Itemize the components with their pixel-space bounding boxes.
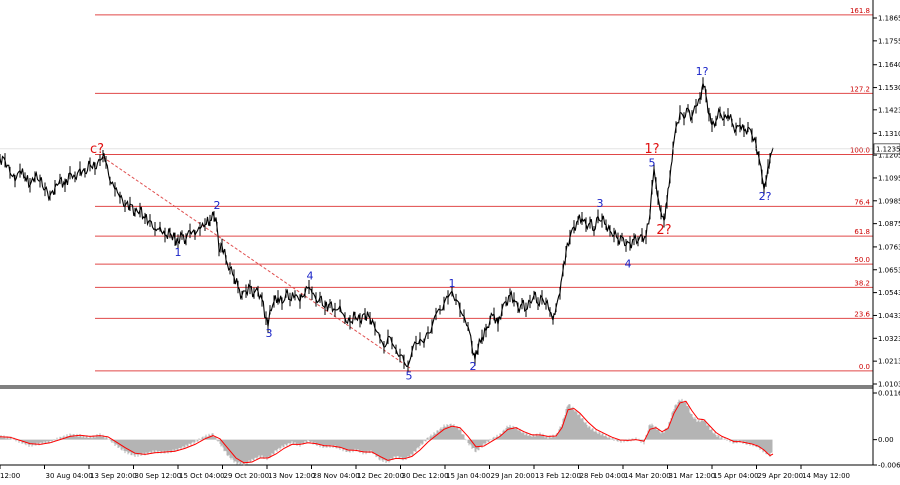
wave-label: 2?	[759, 190, 772, 203]
wave-label: 2?	[656, 223, 671, 238]
fib-label: 0.0	[859, 363, 870, 371]
price-tick-label: 1.1423	[878, 106, 900, 114]
signal-line	[0, 400, 774, 464]
price-tick-label: 1.0213	[878, 358, 900, 366]
time-tick-label: 15 Apr 04:00	[713, 472, 759, 480]
price-tick-label: 1.0543	[878, 289, 900, 297]
price-axis: 1.1865 1.1755 1.1640 1.1530 1.1423 1.1310 1.12…	[873, 15, 900, 389]
wave-label: 1	[175, 246, 182, 259]
price-tick-label: 1.0875	[878, 220, 900, 228]
wave-label: 5	[649, 157, 656, 170]
current-price-label: 1.1235	[876, 145, 900, 153]
price-tick-label: 1.1310	[878, 130, 900, 138]
fib-label: 100.0	[850, 146, 870, 154]
price-line	[0, 83, 774, 368]
price-tick-label: 1.1865	[878, 15, 900, 23]
price-tick-label: 1.0103	[878, 381, 900, 389]
fib-label: 76.4	[854, 198, 870, 206]
time-tick-label: 30 Sep 12:00	[135, 472, 182, 480]
time-tick-label: 13 Sep 20:00	[90, 472, 137, 480]
time-tick-label: 31 Mar 12:00	[669, 472, 716, 480]
price-tick-label: 1.0433	[878, 312, 900, 320]
price-tick-label: 1.0985	[878, 197, 900, 205]
wave-label: 1?	[644, 142, 659, 157]
price-tick-label: 1.1640	[878, 61, 900, 69]
current-price-box	[873, 143, 900, 155]
time-tick-label: 14 Mar 20:00	[624, 472, 671, 480]
price-tick-label: 1.1205	[878, 152, 900, 160]
oscillator-axis: 0.01168 0.00 -0.00635	[873, 390, 900, 470]
price-tick-label: 1.0653	[878, 266, 900, 274]
oscillator-panel	[0, 398, 774, 466]
price-series	[0, 77, 873, 372]
fibonacci-levels: 161.8 127.2 100.0 76.4 61.8 50.0 38.2 23.6 0.0	[95, 7, 873, 372]
time-tick-label: 29 Oct 20:00	[224, 472, 270, 480]
time-tick-label: 13 Nov 12:00	[268, 472, 315, 480]
time-tick-label: 30 Aug 04:00	[46, 472, 93, 480]
fib-label: 38.2	[854, 279, 870, 287]
wave-label: c?	[90, 142, 104, 157]
price-tick-label: 1.1095	[878, 174, 900, 182]
time-tick-label: 14 May 12:00	[802, 472, 850, 480]
price-tick-label: 1.1530	[878, 84, 900, 92]
time-tick-label: 15 Oct 04:00	[179, 472, 225, 480]
wave-label: 2	[470, 360, 477, 373]
fib-label: 50.0	[854, 256, 870, 264]
time-tick-label: 30 Dec 12:00	[402, 472, 449, 480]
fib-label: 23.6	[854, 310, 870, 318]
wave-label: 3	[597, 197, 604, 210]
dashed-trend-line	[102, 156, 411, 369]
wave-label: 2	[214, 199, 221, 212]
osc-tick-label: 0.01168	[878, 390, 900, 398]
wave-label: 5	[406, 369, 413, 382]
osc-tick-label: -0.00635	[878, 462, 900, 470]
time-tick-label: 28 Feb 04:00	[580, 472, 626, 480]
osc-tick-label: 0.00	[878, 436, 894, 444]
wave-label: 4	[307, 270, 314, 283]
time-tick-label: 15 Jan 04:00	[446, 472, 490, 480]
wave-label: 4	[625, 257, 632, 270]
wave-label: 1?	[696, 65, 709, 78]
time-tick-label: 12 Dec 20:00	[357, 472, 404, 480]
time-tick-label: 29 Jan 20:00	[491, 472, 535, 480]
price-tick-label: 1.1755	[878, 37, 900, 45]
time-tick-label: 12:00	[0, 472, 20, 480]
time-tick-label: 29 Apr 20:00	[758, 472, 804, 480]
time-tick-label: 13 Feb 12:00	[535, 472, 581, 480]
fib-label: 61.8	[854, 228, 870, 236]
price-tick-label: 1.0323	[878, 335, 900, 343]
time-tick-label: 28 Nov 04:00	[313, 472, 360, 480]
trend-line	[102, 156, 411, 369]
fib-label: 161.8	[850, 7, 870, 15]
wave-label: 3	[266, 327, 273, 340]
wave-label: 1	[449, 277, 456, 290]
price-tick-label: 1.0763	[878, 243, 900, 251]
fib-label: 127.2	[850, 85, 870, 93]
